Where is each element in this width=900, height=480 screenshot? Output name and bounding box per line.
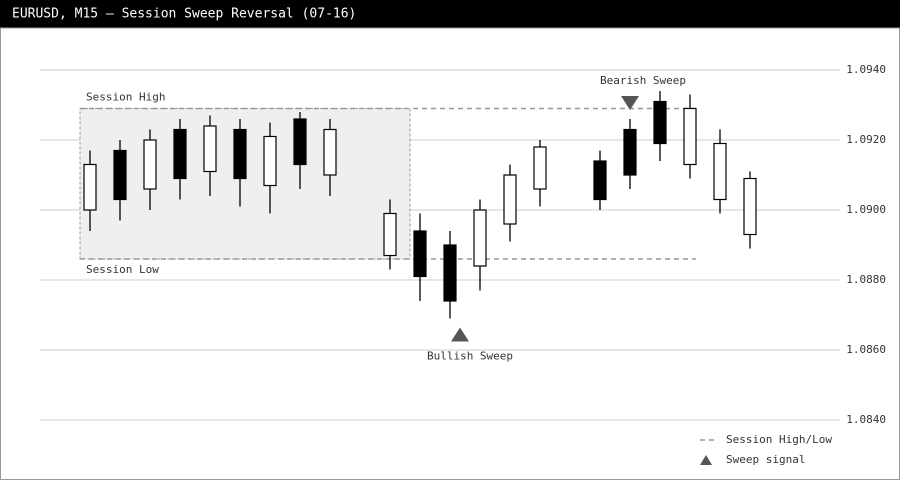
candle-body	[413, 230, 427, 278]
y-tick-label: 1.0940	[846, 63, 886, 76]
sweep-marker	[621, 96, 639, 110]
candle-body	[293, 118, 307, 166]
chart-title: EURUSD, M15 — Session Sweep Reversal (07…	[12, 7, 356, 22]
y-tick-label: 1.0880	[846, 273, 886, 286]
level-label: Session Low	[86, 263, 159, 276]
y-tick-label: 1.0860	[846, 343, 886, 356]
candle-body	[653, 100, 667, 145]
sweep-label: Bearish Sweep	[600, 74, 686, 87]
y-tick-label: 1.0920	[846, 133, 886, 146]
legend-label: Sweep signal	[726, 453, 805, 466]
y-tick-label: 1.0900	[846, 203, 886, 216]
candle-body	[593, 160, 607, 201]
candle-body	[743, 177, 757, 236]
sweep-label: Bullish Sweep	[427, 350, 513, 363]
candle-body	[143, 139, 157, 190]
sweep-marker	[451, 327, 469, 342]
candle-body	[503, 174, 517, 225]
candle-body	[533, 146, 547, 190]
candle-body	[623, 128, 637, 176]
title-bar	[0, 0, 900, 28]
y-tick-label: 1.0840	[846, 413, 886, 426]
candle-body	[443, 244, 457, 302]
candle-body	[113, 149, 127, 201]
candle-body	[233, 128, 247, 180]
candle-body	[473, 209, 487, 267]
candle-body	[263, 135, 277, 187]
level-label: Session High	[86, 91, 165, 104]
candle-body	[83, 163, 97, 211]
legend-label: Session High/Low	[726, 433, 832, 446]
candle-body	[203, 125, 217, 173]
candle-body	[713, 142, 727, 201]
candle-body	[173, 128, 187, 180]
legend-marker	[700, 455, 712, 465]
candle-body	[383, 212, 397, 257]
candle-body	[323, 128, 337, 176]
candle-body	[683, 107, 697, 166]
